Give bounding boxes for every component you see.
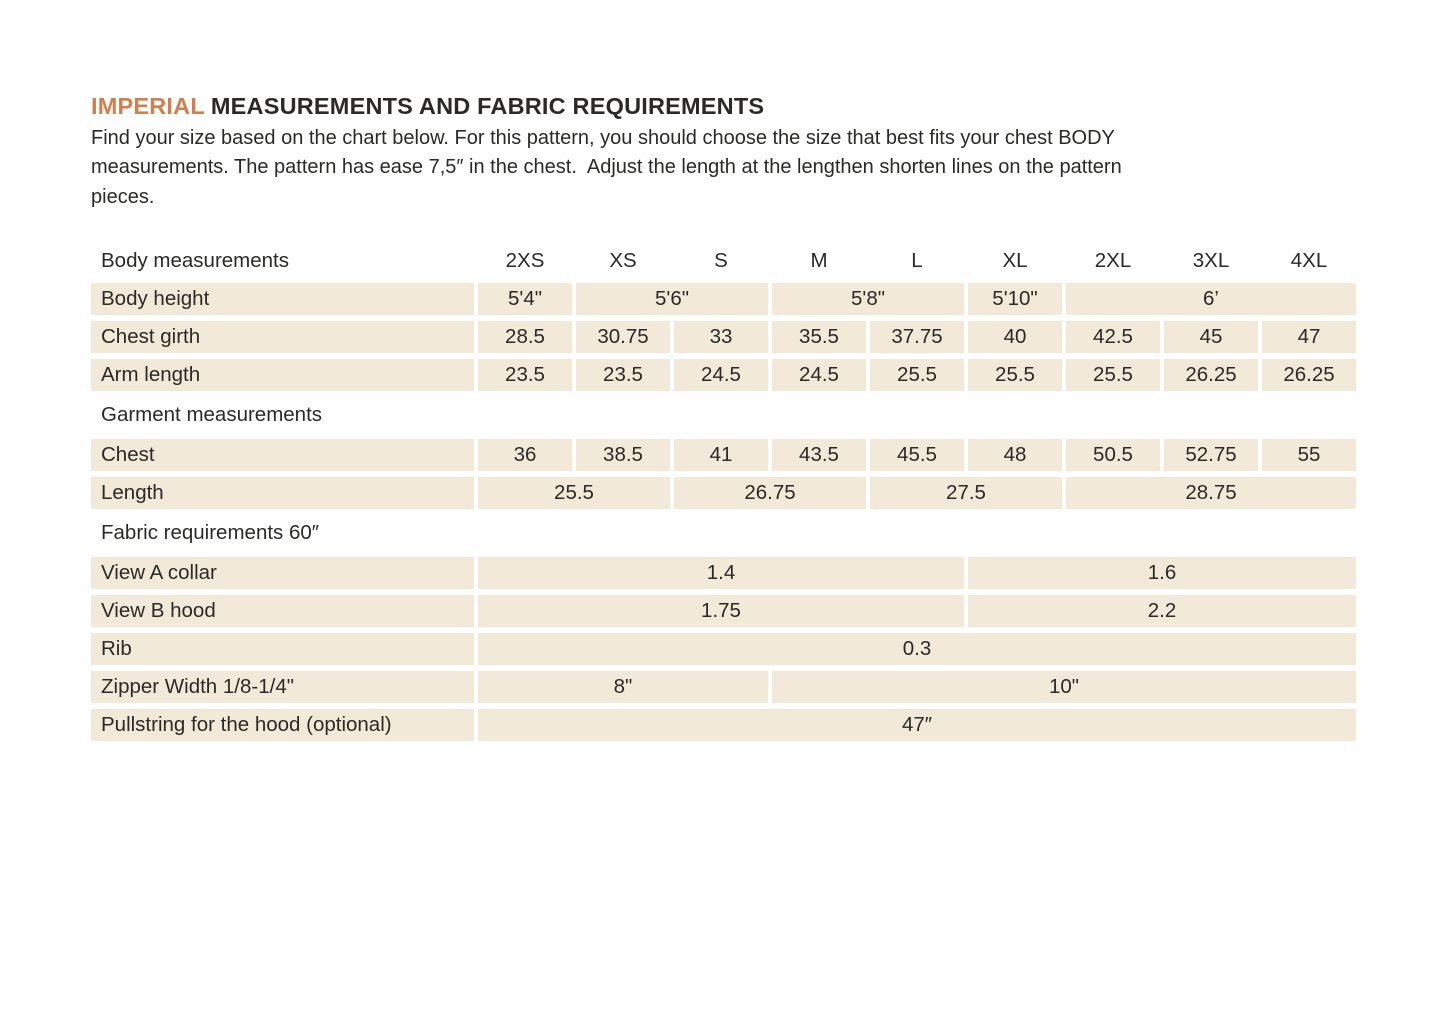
value-cell: 24.5: [674, 359, 768, 391]
value-cell: 5'4": [478, 283, 572, 315]
value-cell: 28.75: [1066, 477, 1356, 509]
value-cell: 48: [968, 439, 1062, 471]
column-header-xs: XS: [609, 249, 637, 272]
value-cell: 23.5: [478, 359, 572, 391]
value-cell: 36: [478, 439, 572, 471]
page-title-highlight: IMPERIAL: [91, 93, 205, 119]
row-label: View B hood: [91, 595, 474, 627]
table-row: View B hood 1.75 2.2: [91, 595, 1356, 627]
section-header: Garment measurements: [101, 403, 323, 426]
row-label: Chest girth: [91, 321, 474, 353]
value-cell: 50.5: [1066, 439, 1160, 471]
intro-paragraph: Find your size based on the chart below.…: [91, 124, 1122, 212]
value-cell: 26.75: [674, 477, 866, 509]
value-cell: 1.75: [478, 595, 964, 627]
value-cell: 1.4: [478, 557, 964, 589]
value-cell: 45.5: [870, 439, 964, 471]
row-label: Rib: [91, 633, 474, 665]
table-header-row: Body measurements 2XS XS S M L XL 2XL 3XL 4XL: [91, 245, 1356, 277]
table-row: Zipper Width 1/8-1/4" 8" 10": [91, 671, 1356, 703]
intro-line-3: pieces.: [91, 185, 155, 208]
column-header-4xl: 4XL: [1290, 249, 1328, 272]
value-cell: 42.5: [1066, 321, 1160, 353]
row-label: Body height: [91, 283, 474, 315]
header-label: Body measurements: [101, 249, 290, 272]
value-cell: 25.5: [478, 477, 670, 509]
column-header-l: L: [911, 249, 923, 272]
value-cell: 41: [674, 439, 768, 471]
value-cell: 24.5: [772, 359, 866, 391]
value-cell: 26.25: [1262, 359, 1356, 391]
value-cell: 43.5: [772, 439, 866, 471]
value-cell: 1.6: [968, 557, 1356, 589]
column-header-2xs: 2XS: [505, 249, 545, 272]
value-cell: 30.75: [576, 321, 670, 353]
value-cell: 0.3: [478, 633, 1356, 665]
section-header: Fabric requirements 60″: [101, 521, 320, 544]
row-label: Pullstring for the hood (optional): [91, 709, 474, 741]
value-cell: 45: [1164, 321, 1258, 353]
row-label: View A collar: [91, 557, 474, 589]
value-cell: 52.75: [1164, 439, 1258, 471]
value-cell: 6’: [1066, 283, 1356, 315]
row-label: Arm length: [91, 359, 474, 391]
table-row: Body height 5'4" 5'6" 5'8" 5'10" 6’: [91, 283, 1356, 315]
value-cell: 37.75: [870, 321, 964, 353]
value-cell: 27.5: [870, 477, 1062, 509]
value-cell: 33: [674, 321, 768, 353]
value-cell: 47: [1262, 321, 1356, 353]
value-cell: 5'8": [772, 283, 964, 315]
row-label: Zipper Width 1/8-1/4": [91, 671, 474, 703]
value-cell: 38.5: [576, 439, 670, 471]
table-row: Chest 36 38.5 41 43.5 45.5 48 50.5 52.75 55: [91, 439, 1356, 471]
value-cell: 5'6": [576, 283, 768, 315]
page-title: IMPERIAL MEASUREMENTS AND FABRIC REQUIREM…: [91, 92, 764, 120]
value-cell: 25.5: [1066, 359, 1160, 391]
table-row: Pullstring for the hood (optional) 47″: [91, 709, 1356, 741]
table-row: Length 25.5 26.75 27.5 28.75: [91, 477, 1356, 509]
column-header-s: S: [714, 249, 728, 272]
value-cell: 35.5: [772, 321, 866, 353]
value-cell: 28.5: [478, 321, 572, 353]
value-cell: 23.5: [576, 359, 670, 391]
intro-line-1: Find your size based on the chart below.…: [91, 127, 1115, 149]
intro-line-2: measurements. The pattern has ease 7,5″ …: [91, 156, 1122, 179]
value-cell: 55: [1262, 439, 1356, 471]
page-title-rest: MEASUREMENTS AND FABRIC REQUIREMENTS: [210, 93, 765, 119]
value-cell: 40: [968, 321, 1062, 353]
table-row: Arm length 23.5 23.5 24.5 24.5 25.5 25.5 25.5 26…: [91, 359, 1356, 391]
column-header-xl: XL: [1002, 249, 1028, 272]
value-cell: 2.2: [968, 595, 1356, 627]
table-row: View A collar 1.4 1.6: [91, 557, 1356, 589]
value-cell: 25.5: [968, 359, 1062, 391]
value-cell: 8": [478, 671, 768, 703]
value-cell: 10": [772, 671, 1356, 703]
table-row: Rib 0.3: [91, 633, 1356, 665]
value-cell: 5'10": [968, 283, 1062, 315]
row-label: Length: [91, 477, 474, 509]
row-label: Chest: [91, 439, 474, 471]
table-row: Chest girth 28.5 30.75 33 35.5 37.75 40 42.5 45 4…: [91, 321, 1356, 353]
measurement-table: Body measurements 2XS XS S M L XL 2XL 3XL 4XL Body…: [91, 245, 1356, 747]
column-header-3xl: 3XL: [1192, 249, 1230, 272]
column-header-2xl: 2XL: [1094, 249, 1132, 272]
value-cell: 25.5: [870, 359, 964, 391]
column-header-m: M: [810, 249, 828, 272]
value-cell: 26.25: [1164, 359, 1258, 391]
value-cell: 47″: [478, 709, 1356, 741]
